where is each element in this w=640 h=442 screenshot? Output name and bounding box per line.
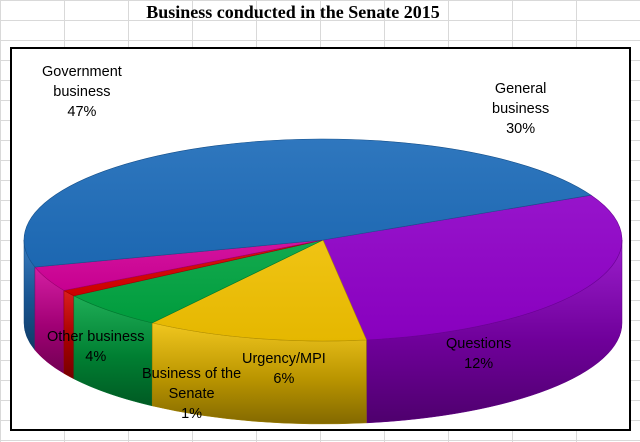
chart-title: Business conducted in the Senate 2015 (146, 2, 440, 22)
label-other-business: Other business 4% (47, 329, 145, 365)
slice-government-business[interactable] (23, 138, 592, 268)
label-questions: Questions 12% (446, 336, 512, 372)
label-urgency-mpi: Urgency/MPI 6% (242, 351, 326, 387)
slice-general-business[interactable] (322, 194, 623, 341)
label-government-business: Government business 47% (42, 64, 122, 120)
chart-area[interactable]: General business 30% Questions 12% Urgen… (10, 47, 631, 431)
pie-chart (23, 138, 623, 425)
slice-questions[interactable] (151, 239, 367, 342)
label-general-business: General business 30% (492, 81, 550, 137)
label-business-of-the-senate: Business of the Senate 1% (142, 366, 242, 422)
